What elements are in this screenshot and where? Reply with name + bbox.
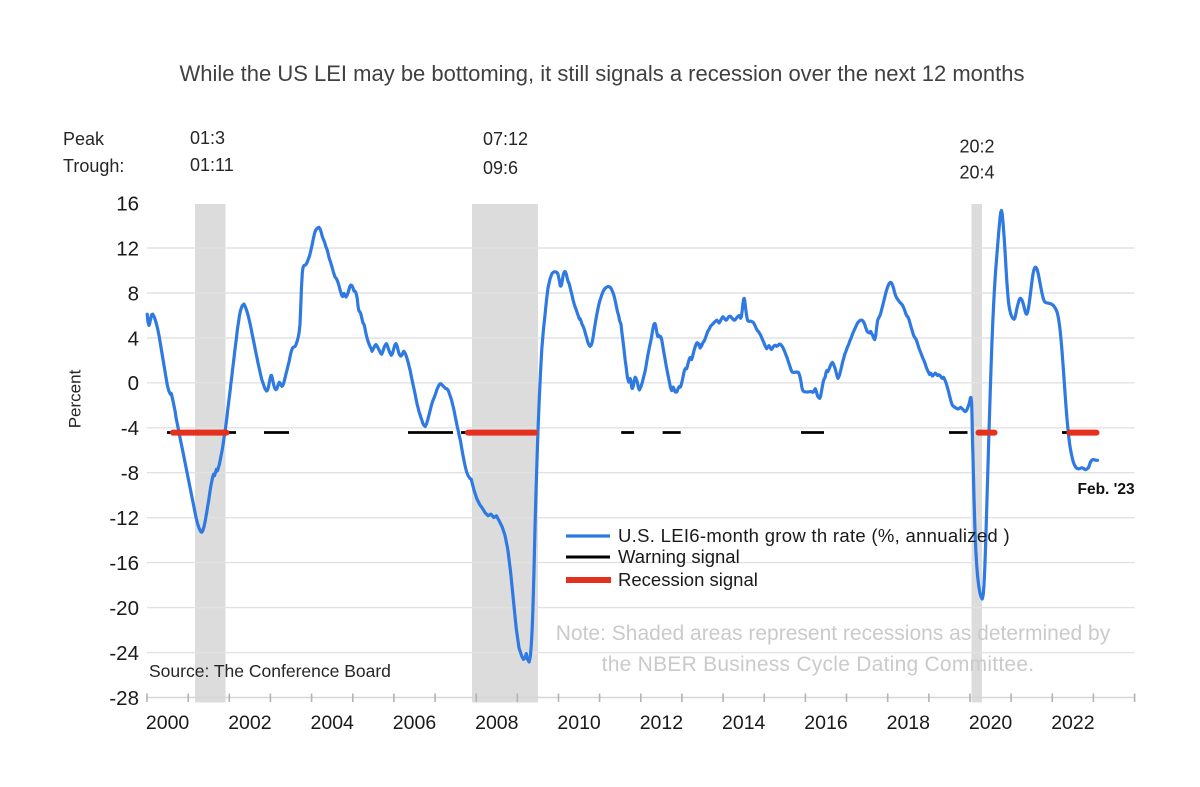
svg-text:-20: -20 (109, 597, 139, 620)
svg-text:0: 0 (128, 372, 139, 395)
svg-text:the NBER Business Cycle Dating: the NBER Business Cycle Dating Committee… (602, 653, 1035, 676)
svg-text:8: 8 (128, 282, 139, 305)
svg-text:Feb. '23: Feb. '23 (1078, 481, 1135, 498)
svg-text:Peak: Peak (63, 129, 105, 149)
svg-text:2006: 2006 (393, 712, 436, 734)
svg-text:07:12: 07:12 (483, 129, 528, 149)
svg-text:Recession signal: Recession signal (618, 569, 758, 590)
svg-text:20:4: 20:4 (960, 163, 995, 183)
svg-text:2008: 2008 (475, 712, 518, 734)
svg-text:Trough:: Trough: (63, 156, 124, 176)
svg-text:01:3: 01:3 (190, 128, 225, 148)
svg-text:Note: Shaded areas represent r: Note: Shaded areas represent recessions … (556, 622, 1111, 645)
svg-text:2002: 2002 (228, 712, 271, 734)
svg-text:12: 12 (116, 237, 139, 260)
svg-text:2000: 2000 (146, 712, 190, 734)
svg-text:Warning signal: Warning signal (618, 546, 740, 567)
svg-text:U.S. LEI6-month grow th rate (: U.S. LEI6-month grow th rate (%, annuali… (618, 525, 1010, 546)
svg-text:-12: -12 (109, 507, 139, 530)
svg-text:2010: 2010 (557, 712, 601, 734)
svg-text:2004: 2004 (311, 712, 355, 734)
svg-text:20:2: 20:2 (960, 137, 995, 157)
svg-text:2018: 2018 (887, 712, 930, 734)
svg-text:-16: -16 (109, 552, 139, 575)
svg-text:2020: 2020 (969, 712, 1013, 734)
svg-text:Source: The Conference Board: Source: The Conference Board (149, 661, 391, 681)
svg-text:-24: -24 (109, 642, 139, 665)
svg-text:2022: 2022 (1051, 712, 1094, 734)
svg-text:16: 16 (116, 192, 139, 215)
svg-text:-8: -8 (121, 462, 139, 485)
svg-text:Percent: Percent (66, 369, 85, 428)
svg-text:2012: 2012 (640, 712, 683, 734)
svg-text:-4: -4 (121, 417, 139, 440)
svg-text:-28: -28 (109, 687, 139, 710)
svg-text:09:6: 09:6 (483, 158, 518, 178)
svg-text:While the US LEI may be bottom: While the US LEI may be bottoming, it st… (180, 61, 1025, 86)
svg-text:01:11: 01:11 (190, 155, 234, 175)
svg-text:2016: 2016 (804, 712, 847, 734)
svg-text:4: 4 (128, 327, 139, 350)
svg-text:2014: 2014 (722, 712, 766, 734)
